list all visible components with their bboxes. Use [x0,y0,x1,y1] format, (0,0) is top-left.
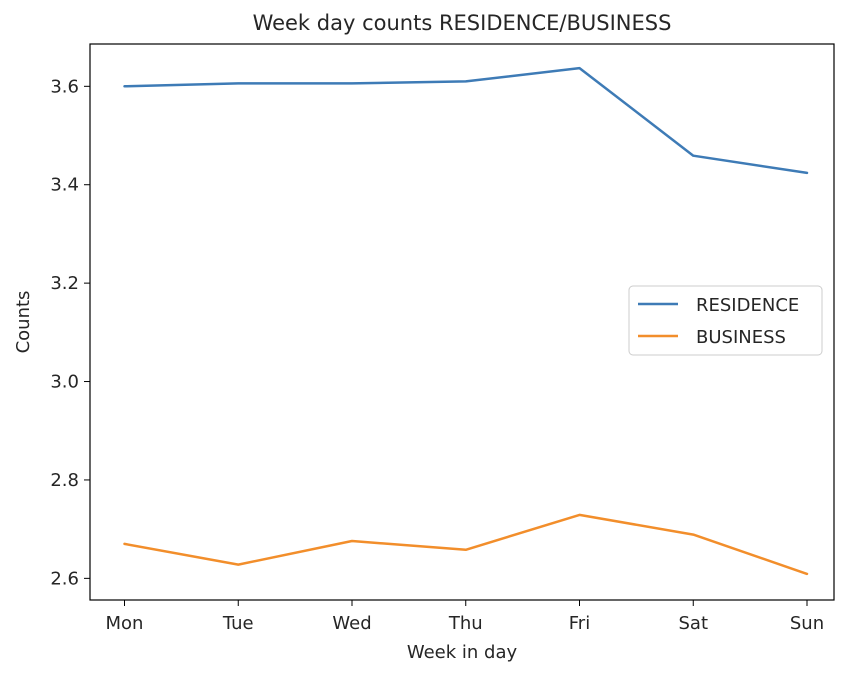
plot-frame [89,43,835,601]
y-tick-label: 2.6 [50,568,79,589]
x-tick-label: Wed [332,613,371,634]
x-tick-label: Mon [106,613,144,634]
x-tick-label: Thu [448,613,483,634]
series-line-business [123,513,809,576]
series-line-residence [123,66,809,175]
x-axis-label: Week in day [407,642,518,663]
y-tick-label: 3.4 [50,175,79,196]
y-tick-label: 2.8 [50,470,79,491]
x-tick-label: Sun [790,613,824,634]
y-tick-label: 3.2 [50,273,79,294]
x-tick-label: Fri [569,613,590,634]
chart-title: Week day counts RESIDENCE/BUSINESS [253,11,672,35]
y-axis-label: Counts [13,291,34,354]
legend-label-residence: RESIDENCE [696,295,799,316]
legend-label-business: BUSINESS [696,327,786,348]
x-tick-label: Tue [222,613,254,634]
x-tick-label: Sat [678,613,708,634]
y-tick-label: 3.6 [50,76,79,97]
y-tick-label: 3.0 [50,372,79,393]
legend: RESIDENCE BUSINESS [628,285,823,356]
